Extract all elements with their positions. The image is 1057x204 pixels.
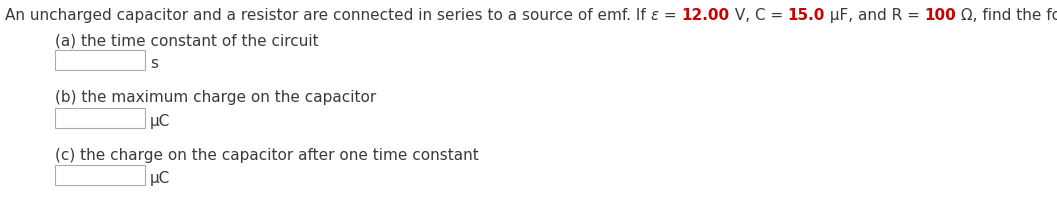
Text: An uncharged capacitor and a resistor are connected in series to a source of emf: An uncharged capacitor and a resistor ar… bbox=[5, 8, 651, 23]
Text: (b) the maximum charge on the capacitor: (b) the maximum charge on the capacitor bbox=[55, 90, 376, 105]
Bar bbox=[55, 165, 145, 185]
Text: s: s bbox=[150, 56, 157, 71]
Text: μC: μC bbox=[150, 114, 170, 129]
Text: =: = bbox=[659, 8, 682, 23]
Text: 12.00: 12.00 bbox=[682, 8, 729, 23]
Text: V, C =: V, C = bbox=[729, 8, 787, 23]
Text: μC: μC bbox=[150, 171, 170, 186]
Text: 100: 100 bbox=[925, 8, 957, 23]
Text: (a) the time constant of the circuit: (a) the time constant of the circuit bbox=[55, 33, 318, 48]
Text: 15.0: 15.0 bbox=[787, 8, 826, 23]
Bar bbox=[55, 50, 145, 70]
Text: ε: ε bbox=[651, 8, 659, 23]
Text: μF, and R =: μF, and R = bbox=[826, 8, 925, 23]
Text: Ω, find the following:: Ω, find the following: bbox=[957, 8, 1057, 23]
Text: (c) the charge on the capacitor after one time constant: (c) the charge on the capacitor after on… bbox=[55, 148, 479, 163]
Bar bbox=[55, 108, 145, 128]
